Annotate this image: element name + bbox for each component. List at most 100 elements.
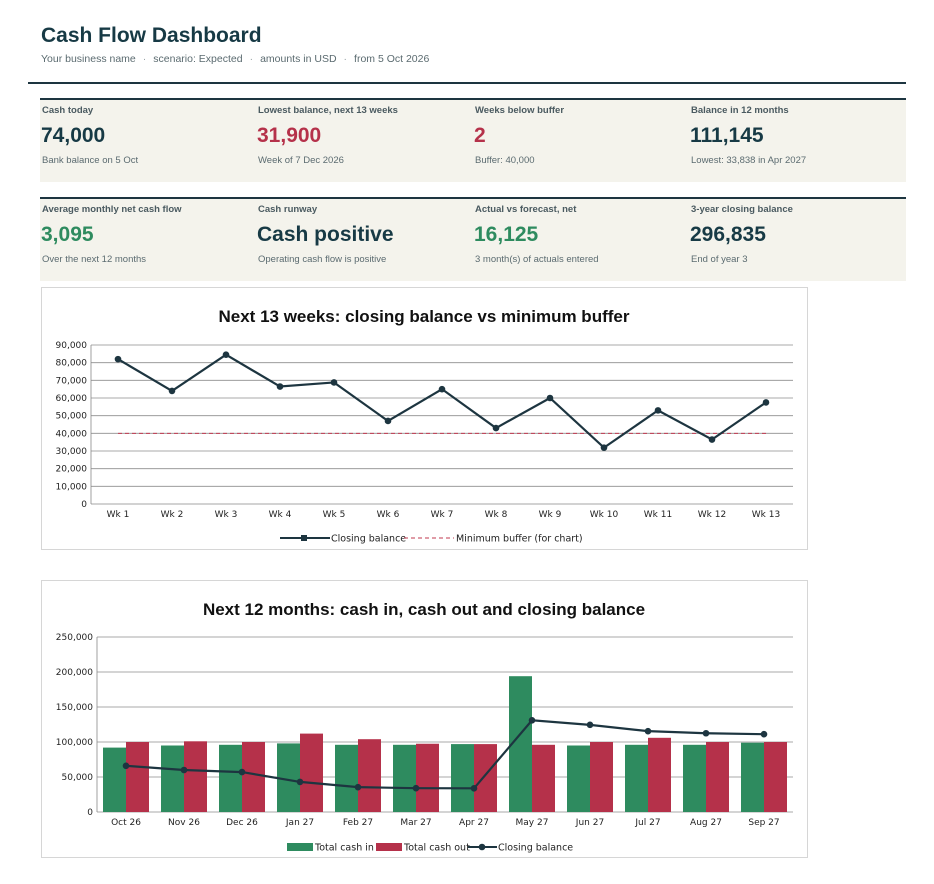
x-tick-label: May 27	[516, 818, 549, 828]
kpi-value: 74,000	[41, 124, 106, 147]
bar-cash-out	[764, 742, 787, 812]
bar-cash-in	[277, 743, 300, 812]
monthly-cash-chart-svg: Next 12 months: cash in, cash out and cl…	[56, 600, 793, 854]
x-tick-label: Wk 7	[431, 510, 454, 520]
page-title: Cash Flow Dashboard	[41, 24, 262, 47]
x-tick-label: Wk 9	[539, 510, 562, 520]
legend-label: Minimum buffer (for chart)	[456, 534, 583, 545]
kpi-balance-12-months: Balance in 12 months 111,145 Lowest: 33,…	[689, 100, 899, 180]
bar-cash-in	[509, 676, 532, 812]
x-tick-label: Wk 3	[215, 510, 238, 520]
y-tick-label: 50,000	[56, 412, 88, 422]
bar-cash-out	[474, 744, 497, 812]
y-tick-label: 0	[81, 500, 87, 510]
kpi-note: Buffer: 40,000	[475, 155, 535, 166]
bar-cash-out	[300, 733, 323, 812]
data-point	[276, 383, 284, 390]
start-date-label: from 5 Oct 2026	[354, 53, 430, 65]
separator: ·	[249, 53, 254, 65]
x-tick-label: Wk 4	[269, 510, 292, 520]
x-tick-label: Nov 26	[168, 818, 200, 828]
y-tick-label: 20,000	[56, 465, 88, 475]
x-tick-label: Sep 27	[748, 818, 779, 828]
kpi-value: 2	[474, 124, 486, 147]
business-name: Your business name	[41, 53, 136, 65]
bar-cash-in	[625, 744, 648, 812]
kpi-label: Actual vs forecast, net	[475, 204, 577, 215]
x-tick-label: Wk 6	[377, 510, 400, 520]
data-point	[238, 768, 246, 776]
x-tick-label: Jul 27	[634, 818, 660, 828]
kpi-row-1: Cash today 74,000 Bank balance on 5 Oct …	[40, 98, 906, 182]
bar-cash-out	[706, 742, 729, 812]
data-point	[586, 721, 594, 729]
kpi-value: 16,125	[474, 223, 539, 246]
y-tick-label: 100,000	[56, 738, 93, 748]
legend-label: Total cash out	[403, 843, 470, 854]
kpi-note: Operating cash flow is positive	[258, 254, 387, 265]
kpi-value: 31,900	[257, 124, 322, 147]
currency-label: amounts in USD	[260, 53, 337, 65]
kpi-avg-net-cash-flow: Average monthly net cash flow 3,095 Over…	[40, 199, 250, 279]
bar-cash-out	[184, 741, 207, 812]
y-tick-label: 200,000	[56, 668, 93, 678]
data-point	[384, 417, 392, 425]
bar-cash-out	[590, 742, 613, 812]
x-tick-label: Wk 1	[107, 510, 130, 520]
y-tick-label: 50,000	[62, 773, 94, 783]
kpi-note: End of year 3	[691, 254, 748, 265]
data-point	[492, 424, 500, 432]
monthly-cash-chart: Next 12 months: cash in, cash out and cl…	[41, 580, 808, 858]
scenario-label: scenario: Expected	[153, 53, 243, 65]
page-subtitle: Your business name · scenario: Expected · am…	[41, 53, 429, 65]
x-tick-label: Wk 11	[644, 510, 672, 520]
y-tick-label: 70,000	[56, 376, 88, 386]
bar-cash-in	[335, 744, 358, 812]
data-point	[330, 379, 338, 386]
data-point	[180, 766, 188, 774]
kpi-label: Balance in 12 months	[691, 105, 789, 116]
separator: ·	[142, 53, 147, 65]
kpi-note: Lowest: 33,838 in Apr 2027	[691, 155, 807, 166]
data-point	[762, 399, 770, 406]
bar-cash-in	[683, 744, 706, 812]
data-point	[114, 355, 122, 363]
bar-cash-in	[103, 747, 126, 812]
y-tick-label: 10,000	[56, 482, 88, 492]
kpi-weeks-below-buffer: Weeks below buffer 2 Buffer: 40,000	[473, 100, 683, 180]
kpi-3-year-closing: 3-year closing balance 296,835 End of ye…	[689, 199, 899, 279]
kpi-label: Weeks below buffer	[475, 105, 565, 116]
y-tick-label: 90,000	[56, 341, 88, 351]
kpi-value: 111,145	[690, 124, 764, 147]
data-point	[168, 387, 176, 395]
x-tick-label: Oct 26	[111, 818, 141, 828]
x-tick-label: Wk 2	[161, 510, 184, 520]
x-tick-label: Apr 27	[459, 818, 489, 828]
bar-cash-out	[358, 739, 381, 812]
bar-cash-in	[567, 745, 590, 812]
kpi-label: 3-year closing balance	[691, 204, 793, 215]
data-point	[708, 436, 716, 443]
legend-marker	[478, 843, 486, 851]
kpi-label: Average monthly net cash flow	[42, 204, 182, 215]
bar-cash-in	[219, 744, 242, 812]
legend-marker	[301, 535, 307, 541]
x-tick-label: Wk 13	[752, 510, 780, 520]
data-point	[546, 394, 554, 402]
x-tick-label: Wk 5	[323, 510, 346, 520]
legend-label: Closing balance	[498, 843, 573, 854]
legend-label: Total cash in	[314, 843, 374, 854]
y-tick-label: 30,000	[56, 447, 88, 457]
legend-swatch-cash-out	[376, 843, 402, 851]
bar-cash-out	[126, 742, 149, 812]
x-tick-label: Aug 27	[690, 818, 722, 828]
x-tick-label: Mar 27	[400, 818, 431, 828]
kpi-value: Cash positive	[257, 223, 394, 246]
bar-cash-in	[161, 745, 184, 812]
data-point	[122, 762, 130, 770]
data-point	[644, 727, 652, 735]
data-point	[528, 717, 536, 724]
x-tick-label: Feb 27	[343, 818, 373, 828]
y-tick-label: 250,000	[56, 633, 93, 643]
data-point	[470, 785, 478, 792]
